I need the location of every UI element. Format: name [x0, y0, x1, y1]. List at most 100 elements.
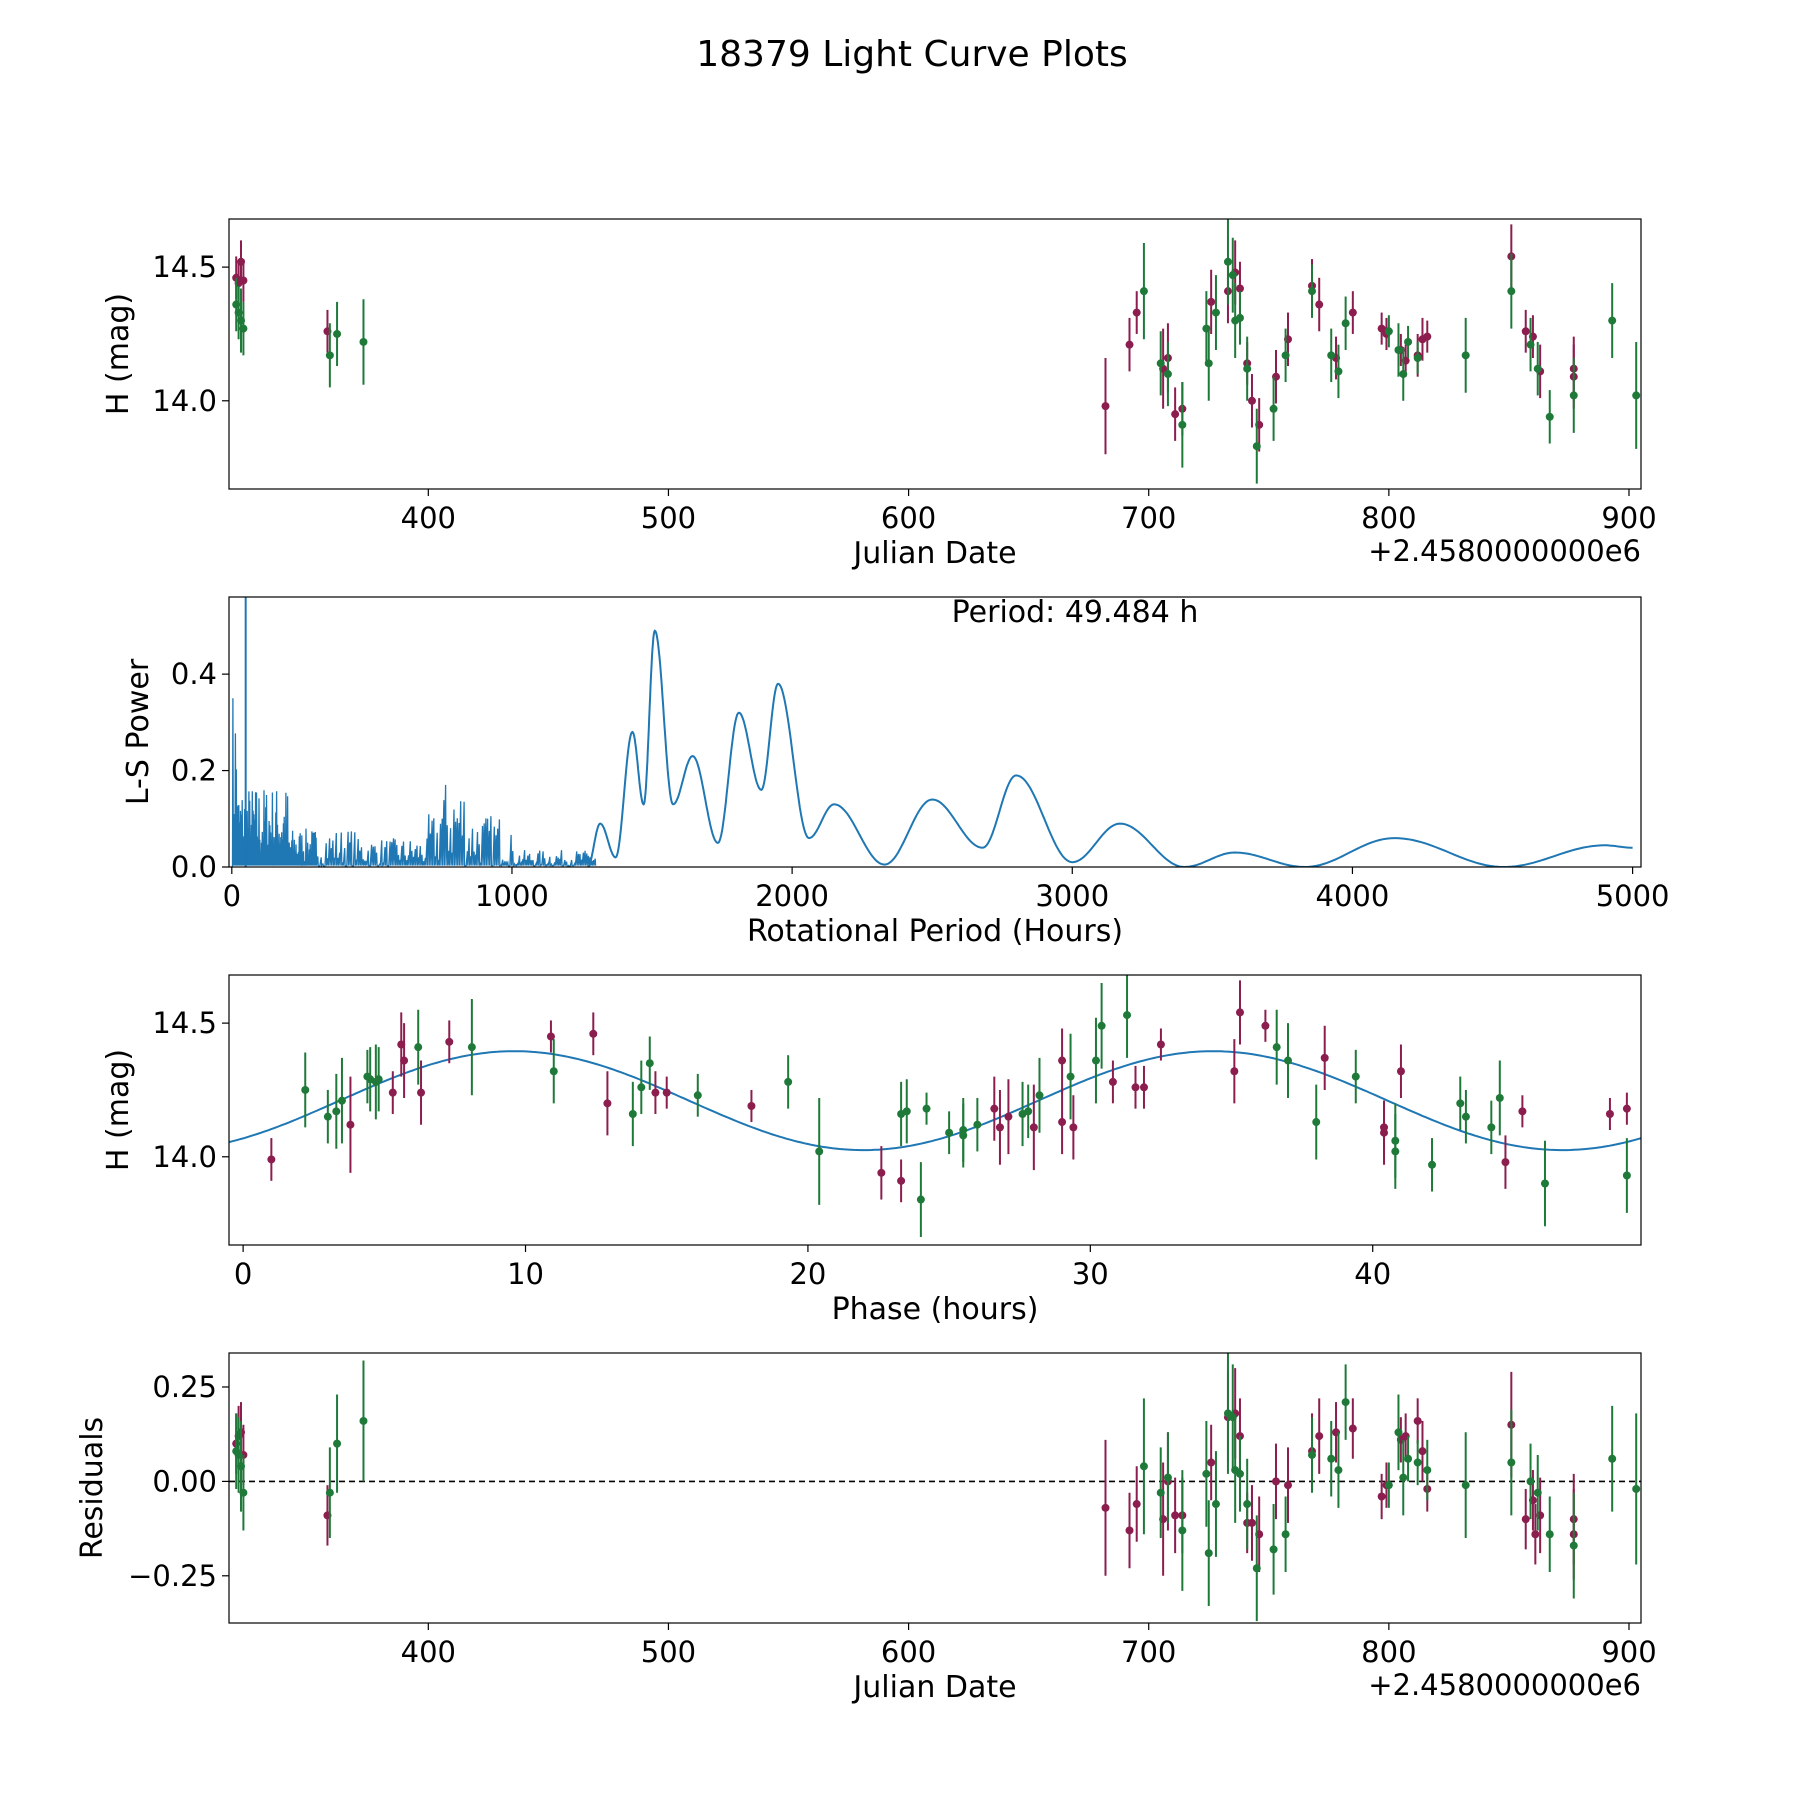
phased-point-r: [1396, 1067, 1405, 1076]
residuals-xtick-label: 900: [1601, 1635, 1656, 1669]
panel-lightcurve: 400 500 600 700 800 900 14.0 14.5 Julian Date H…: [101, 218, 1657, 571]
phased-point-r: [747, 1101, 756, 1110]
lightcurve-point-g: [1252, 442, 1261, 451]
phased-ticks: 0 10 20 30 40 14.0 14.5: [152, 1006, 1391, 1291]
residuals-xtick-label: 400: [401, 1635, 456, 1669]
phased-xtick-label: 40: [1354, 1257, 1391, 1291]
phased-point-g: [1035, 1091, 1044, 1100]
phased-point-g: [1428, 1160, 1437, 1169]
phased-point-g: [645, 1059, 654, 1068]
residuals-point-g: [1235, 1469, 1244, 1478]
phased-point-g: [1351, 1072, 1360, 1081]
phased-point-g: [637, 1083, 646, 1092]
residuals-point-g: [333, 1439, 342, 1448]
residuals-point-g: [1632, 1484, 1641, 1493]
residuals-xtick-label: 500: [641, 1635, 696, 1669]
phased-point-g: [1461, 1112, 1470, 1121]
lightcurve-point-g: [1243, 364, 1252, 373]
residuals-point-g: [1423, 1466, 1432, 1475]
phased-point-g: [1097, 1021, 1106, 1030]
phased-point-g: [1312, 1118, 1321, 1127]
residuals-point-g: [1461, 1481, 1470, 1490]
periodogram-axes-frame: [228, 596, 1642, 868]
lightcurve-marks: [232, 219, 1641, 484]
phased-xtick-label: 10: [507, 1257, 544, 1291]
phased-point-r: [1380, 1128, 1389, 1137]
lightcurve-point-g: [1156, 359, 1165, 368]
lightcurve-point-g: [1384, 327, 1393, 336]
phased-point-r: [1139, 1083, 1148, 1092]
residuals-point-g: [1243, 1500, 1252, 1509]
phased-point-r: [995, 1123, 1004, 1132]
phased-point-g: [323, 1112, 332, 1121]
lightcurve-point-g: [1269, 404, 1278, 413]
residuals-point-g: [1156, 1488, 1165, 1497]
residuals-ytick-label: 0.00: [152, 1464, 217, 1498]
residuals-xtick-label: 600: [881, 1635, 936, 1669]
phased-point-g: [1024, 1107, 1033, 1116]
residuals-point-g: [1139, 1462, 1148, 1471]
phased-point-r: [1518, 1107, 1527, 1116]
phased-point-g: [945, 1128, 954, 1137]
residuals-ytick-label: 0.25: [152, 1370, 217, 1404]
lightcurve-xtick-label: 400: [401, 501, 456, 535]
lightcurve-xtick-label: 600: [881, 501, 936, 535]
lightcurve-point-g: [1204, 359, 1213, 368]
phased-xtick-label: 20: [789, 1257, 826, 1291]
phased-point-r: [267, 1155, 276, 1164]
residuals-offset-text: +2.4580000000e6: [1368, 1668, 1641, 1702]
phased-point-g: [414, 1043, 423, 1052]
phased-xlabel: Phase (hours): [832, 1292, 1039, 1327]
figure-title: 18379 Light Curve Plots: [696, 34, 1128, 75]
phased-point-g: [374, 1075, 383, 1084]
lightcurve-point-g: [359, 337, 368, 346]
lightcurve-point-r: [239, 276, 248, 285]
phased-point-g: [1540, 1179, 1549, 1188]
lightcurve-point-r: [1423, 332, 1432, 341]
lightcurve-xtick-label: 900: [1601, 501, 1656, 535]
lightcurve-point-g: [1163, 370, 1172, 379]
phased-point-r: [1069, 1123, 1078, 1132]
lightcurve-point-g: [1608, 316, 1617, 325]
residuals-point-g: [1204, 1549, 1213, 1558]
residuals-point-g: [1202, 1469, 1211, 1478]
phased-point-r: [1261, 1021, 1270, 1030]
lightcurve-point-g: [1507, 287, 1516, 296]
lightcurve-point-r: [1132, 308, 1141, 317]
residuals-xtick-label: 700: [1121, 1635, 1176, 1669]
residuals-point-r: [1413, 1416, 1422, 1425]
residuals-point-g: [1545, 1530, 1554, 1539]
phased-point-g: [628, 1110, 637, 1119]
phased-point-g: [902, 1107, 911, 1116]
residuals-point-g: [1533, 1488, 1542, 1497]
lightcurve-point-g: [1394, 345, 1403, 354]
panel-residuals: 400 500 600 700 800 900 0.25 0.00 −0.25 Julian D…: [75, 1352, 1657, 1705]
lightcurve-point-g: [1632, 391, 1641, 400]
phased-point-r: [1230, 1067, 1239, 1076]
periodogram-marks: [231, 597, 1633, 867]
residuals-point-g: [1269, 1545, 1278, 1554]
periodogram-xtick-label: 3000: [1035, 879, 1109, 913]
residuals-point-r: [1284, 1481, 1292, 1490]
phased-point-g: [467, 1043, 476, 1052]
lightcurve-point-r: [1247, 396, 1256, 405]
residuals-point-g: [1281, 1530, 1290, 1539]
phased-point-r: [1131, 1083, 1140, 1092]
phased-point-g: [693, 1091, 702, 1100]
phased-point-r: [1004, 1112, 1013, 1121]
residuals-point-g: [1608, 1454, 1617, 1463]
periodogram-ticks: 0 1000 2000 3000 4000 5000 0.0 0.2 0.4: [171, 657, 1670, 913]
residuals-point-r: [1207, 1458, 1216, 1467]
phased-point-g: [784, 1077, 793, 1086]
residuals-point-g: [1178, 1526, 1187, 1535]
residuals-point-r: [1271, 1477, 1280, 1486]
residuals-axes-frame: [228, 1352, 1642, 1624]
residuals-point-g: [1341, 1398, 1350, 1407]
lightcurve-xtick-label: 800: [1361, 501, 1416, 535]
lightcurve-point-g: [1569, 391, 1578, 400]
residuals-ticks: 400 500 600 700 800 900 0.25 0.00 −0.25: [128, 1370, 1657, 1669]
residuals-point-r: [1531, 1530, 1540, 1539]
phased-point-g: [301, 1085, 310, 1094]
lightcurve-ticks: 400 500 600 700 800 900 14.0 14.5: [152, 250, 1656, 535]
